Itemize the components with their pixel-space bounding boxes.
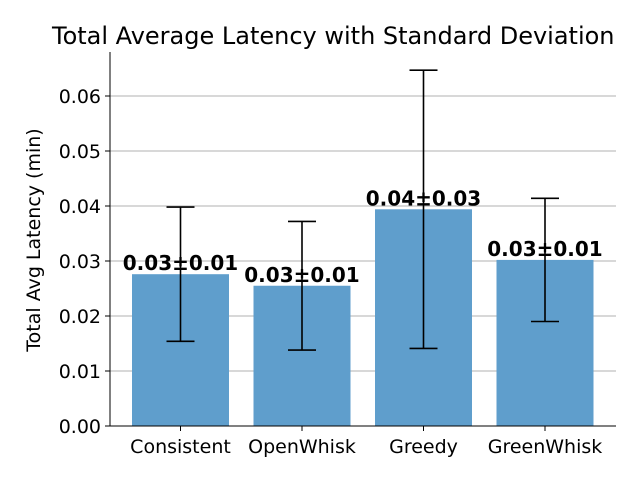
y-tick-label-4: 0.04	[59, 196, 101, 218]
y-tick-label-5: 0.05	[59, 141, 101, 163]
y-tick-label-6: 0.06	[59, 86, 101, 108]
data-label-greenwhisk: 0.03±0.01	[487, 237, 602, 261]
x-tick-label-consistent: Consistent	[130, 436, 231, 458]
y-axis-label: Total Avg Latency (min)	[23, 128, 45, 352]
x-tick-label-greedy: Greedy	[389, 436, 458, 458]
y-tick-label-2: 0.02	[59, 306, 101, 328]
y-tick-label-3: 0.03	[59, 251, 101, 273]
data-label-greedy: 0.04±0.03	[366, 186, 481, 210]
data-labels: 0.03±0.01 0.03±0.010.04±0.030.03±0.01	[123, 186, 603, 286]
y-tick-label-0: 0.00	[59, 416, 101, 438]
y-tick-label-1: 0.01	[59, 361, 101, 383]
chart-title: Total Average Latency with Standard Devi…	[51, 22, 615, 50]
x-tick-label-greenwhisk: GreenWhisk	[488, 436, 603, 458]
error-bars	[166, 69, 559, 351]
tick-labels: 0.00 0.01 0.02 0.03 0.04 0.05 0.06 Consistent Op…	[59, 86, 603, 458]
x-tick-label-openwhisk: OpenWhisk	[248, 436, 356, 458]
axes	[105, 52, 616, 431]
data-label-openwhisk: 0.03±0.01	[244, 263, 359, 287]
data-label-consistent: 0.03±0.01	[123, 251, 238, 275]
